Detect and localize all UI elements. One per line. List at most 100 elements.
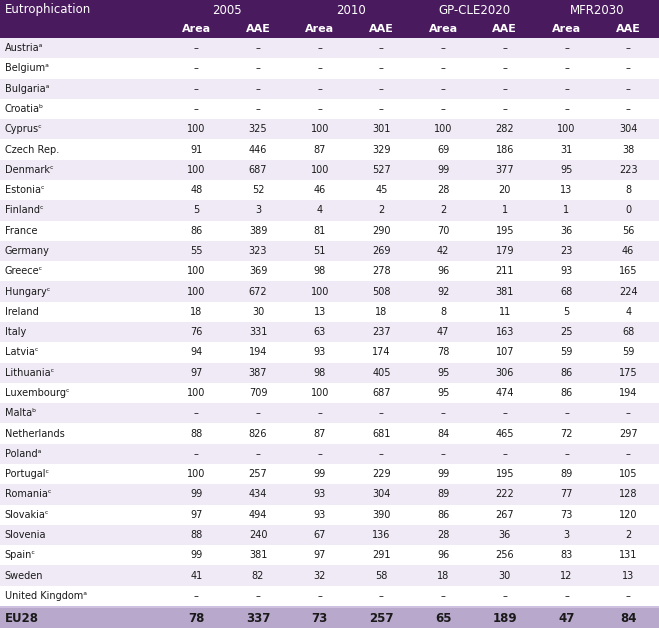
Text: 82: 82 xyxy=(252,571,264,580)
Text: –: – xyxy=(502,43,507,53)
Text: Romaniaᶜ: Romaniaᶜ xyxy=(5,489,51,499)
Text: 100: 100 xyxy=(187,165,206,175)
Text: Estoniaᶜ: Estoniaᶜ xyxy=(5,185,44,195)
Bar xyxy=(0,565,659,586)
Text: 195: 195 xyxy=(496,469,514,479)
Text: 377: 377 xyxy=(496,165,514,175)
Text: 446: 446 xyxy=(249,144,267,154)
Text: 390: 390 xyxy=(372,510,391,520)
Text: 46: 46 xyxy=(314,185,326,195)
Text: 36: 36 xyxy=(499,530,511,540)
Text: 98: 98 xyxy=(314,368,326,377)
Text: AAE: AAE xyxy=(369,24,394,34)
Text: –: – xyxy=(317,449,322,459)
Text: 87: 87 xyxy=(314,144,326,154)
Text: 3: 3 xyxy=(563,530,569,540)
Bar xyxy=(0,20,659,38)
Text: –: – xyxy=(317,591,322,601)
Text: 48: 48 xyxy=(190,185,202,195)
Text: 96: 96 xyxy=(437,266,449,276)
Text: 297: 297 xyxy=(619,428,637,438)
Text: –: – xyxy=(379,84,384,94)
Text: 301: 301 xyxy=(372,124,391,134)
Text: 100: 100 xyxy=(310,124,329,134)
Text: 86: 86 xyxy=(190,225,202,236)
Text: 434: 434 xyxy=(249,489,267,499)
Text: –: – xyxy=(625,84,631,94)
Text: 11: 11 xyxy=(499,307,511,317)
Bar xyxy=(0,608,659,628)
Text: 465: 465 xyxy=(496,428,514,438)
Text: –: – xyxy=(441,591,445,601)
Text: 86: 86 xyxy=(560,368,573,377)
Text: 89: 89 xyxy=(560,469,573,479)
Text: 99: 99 xyxy=(190,489,202,499)
Text: United Kingdomᵃ: United Kingdomᵃ xyxy=(5,591,86,601)
Text: –: – xyxy=(379,43,384,53)
Text: 229: 229 xyxy=(372,469,391,479)
Text: MFR2030: MFR2030 xyxy=(570,4,625,16)
Text: 95: 95 xyxy=(437,388,449,398)
Text: 325: 325 xyxy=(248,124,268,134)
Text: –: – xyxy=(256,449,260,459)
Text: 91: 91 xyxy=(190,144,202,154)
Text: –: – xyxy=(317,43,322,53)
Text: –: – xyxy=(502,449,507,459)
Text: –: – xyxy=(564,63,569,73)
Bar xyxy=(0,241,659,261)
Text: Ireland: Ireland xyxy=(5,307,38,317)
Text: 100: 100 xyxy=(310,165,329,175)
Text: 100: 100 xyxy=(187,266,206,276)
Text: 223: 223 xyxy=(619,165,637,175)
Text: Hungaryᶜ: Hungaryᶜ xyxy=(5,286,50,296)
Text: –: – xyxy=(256,104,260,114)
Text: –: – xyxy=(317,104,322,114)
Text: –: – xyxy=(256,591,260,601)
Text: 76: 76 xyxy=(190,327,202,337)
Text: 96: 96 xyxy=(437,550,449,560)
Text: Slovakiaᶜ: Slovakiaᶜ xyxy=(5,510,49,520)
Text: 13: 13 xyxy=(314,307,326,317)
Text: 494: 494 xyxy=(249,510,267,520)
Bar xyxy=(0,58,659,78)
Text: Sweden: Sweden xyxy=(5,571,43,580)
Text: –: – xyxy=(194,591,199,601)
Text: 222: 222 xyxy=(496,489,514,499)
Text: 84: 84 xyxy=(437,428,449,438)
Bar xyxy=(0,525,659,545)
Text: –: – xyxy=(379,591,384,601)
Bar xyxy=(0,342,659,362)
Text: 13: 13 xyxy=(560,185,573,195)
Text: Spainᶜ: Spainᶜ xyxy=(5,550,36,560)
Text: 32: 32 xyxy=(314,571,326,580)
Text: 2: 2 xyxy=(440,205,446,215)
Text: Polandᵃ: Polandᵃ xyxy=(5,449,41,459)
Text: Czech Rep.: Czech Rep. xyxy=(5,144,59,154)
Text: Italy: Italy xyxy=(5,327,26,337)
Text: 306: 306 xyxy=(496,368,514,377)
Text: 97: 97 xyxy=(190,510,202,520)
Text: 51: 51 xyxy=(314,246,326,256)
Bar xyxy=(0,606,659,608)
Text: 23: 23 xyxy=(560,246,573,256)
Text: 30: 30 xyxy=(499,571,511,580)
Text: 1: 1 xyxy=(501,205,508,215)
Text: Eutrophication: Eutrophication xyxy=(5,4,91,16)
Text: Denmarkᶜ: Denmarkᶜ xyxy=(5,165,53,175)
Text: 189: 189 xyxy=(492,612,517,624)
Text: –: – xyxy=(564,408,569,418)
Text: Lithuaniaᶜ: Lithuaniaᶜ xyxy=(5,368,54,377)
Text: 237: 237 xyxy=(372,327,391,337)
Text: 257: 257 xyxy=(248,469,268,479)
Text: 257: 257 xyxy=(369,612,393,624)
Text: 100: 100 xyxy=(558,124,576,134)
Text: Cyprusᶜ: Cyprusᶜ xyxy=(5,124,42,134)
Text: 93: 93 xyxy=(314,510,326,520)
Bar xyxy=(0,545,659,565)
Bar xyxy=(0,403,659,423)
Text: AAE: AAE xyxy=(246,24,270,34)
Text: –: – xyxy=(256,43,260,53)
Text: 84: 84 xyxy=(620,612,637,624)
Text: –: – xyxy=(194,63,199,73)
Text: 186: 186 xyxy=(496,144,514,154)
